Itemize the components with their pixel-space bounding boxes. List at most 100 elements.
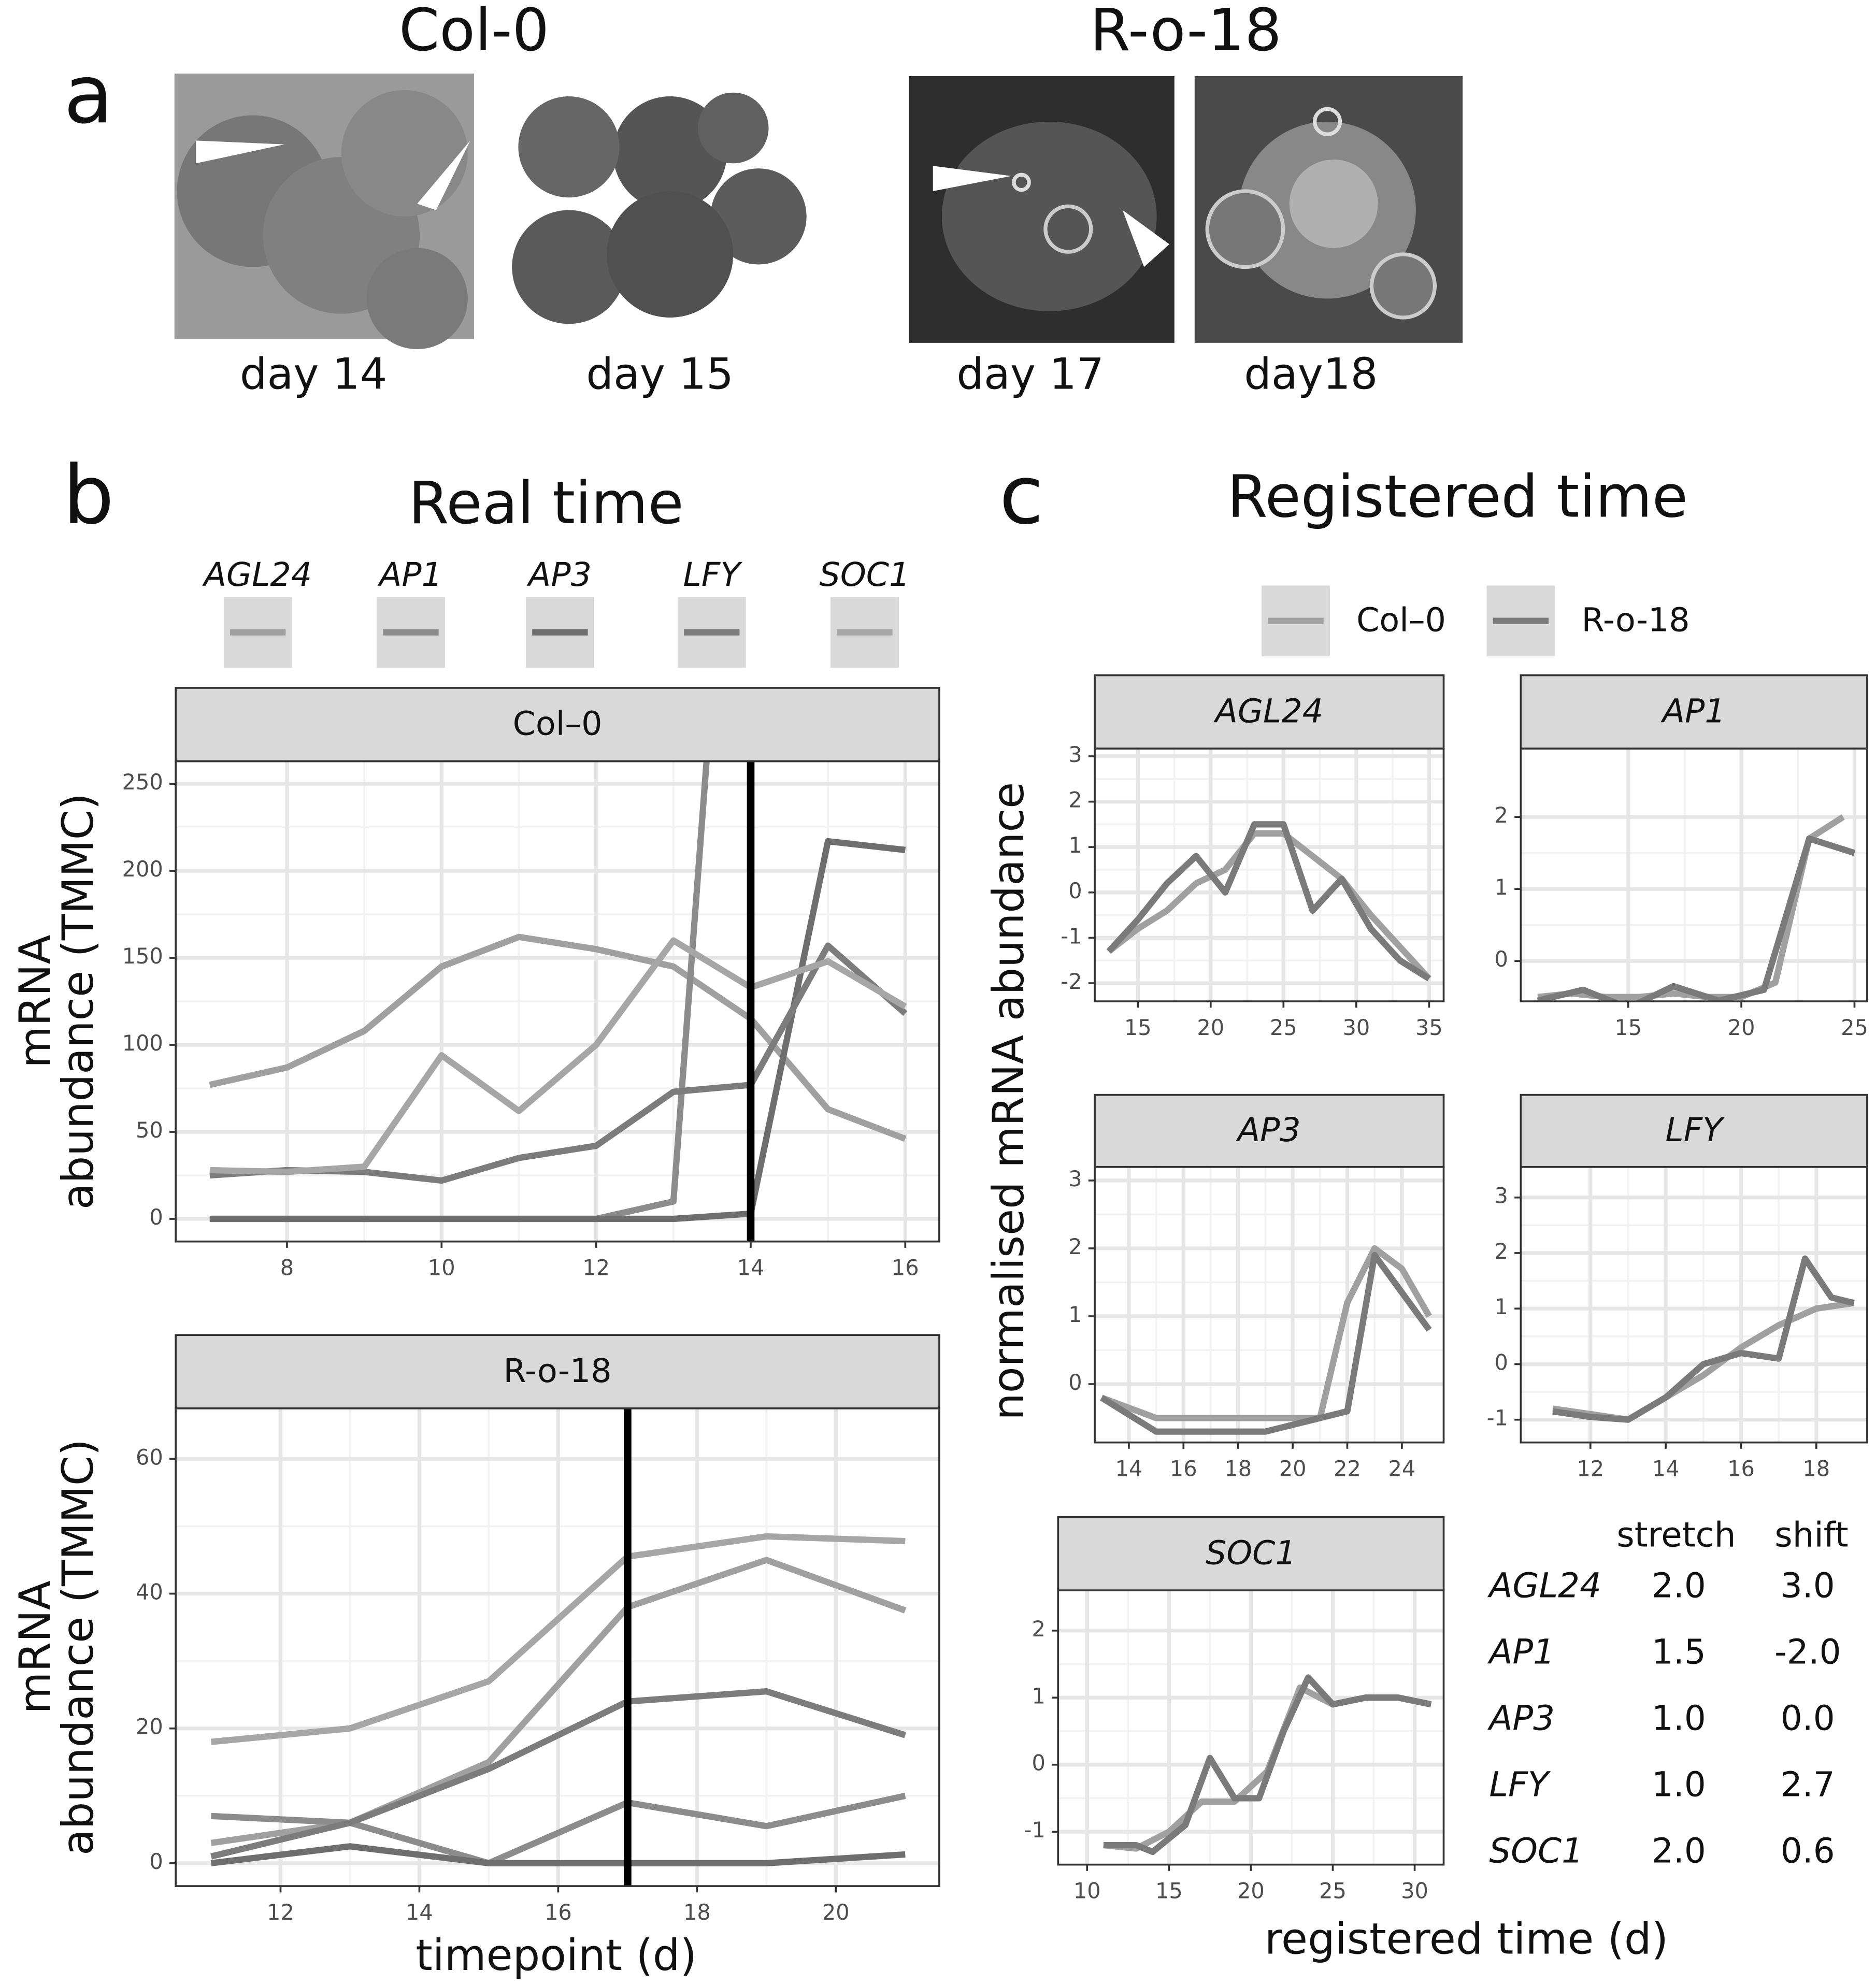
table: AGL24 2.0 3.0 AP1 1.5 -2.0 AP3 1.0 0.0 LFY 1.0 2.7 S… xyxy=(1487,1565,1841,1871)
series-line xyxy=(210,1533,906,1745)
y-tick-label: 150 xyxy=(122,943,163,969)
table-cell: LFY xyxy=(1489,1765,1551,1805)
series-line xyxy=(1103,1674,1432,1855)
series-line xyxy=(1107,830,1431,981)
y-tick-label: 2 xyxy=(1495,1239,1508,1264)
table-cell: 1.0 xyxy=(1652,1699,1706,1738)
x-tick-label: 20 xyxy=(822,1900,850,1925)
photo xyxy=(1194,76,1463,343)
panel-title: Registered time xyxy=(1227,464,1688,531)
facet-title: LFY xyxy=(1665,1111,1725,1149)
plot-background xyxy=(1521,1167,1867,1443)
y-tick-label: 1 xyxy=(1032,1683,1046,1708)
y-tick-label: 40 xyxy=(136,1579,163,1605)
panel-title: Real time xyxy=(408,470,683,537)
x-tick-label: 16 xyxy=(892,1255,919,1280)
y-tick-label: -1 xyxy=(1061,923,1082,948)
x-tick-label: 20 xyxy=(1237,1878,1265,1903)
photo xyxy=(512,92,807,324)
series-line xyxy=(210,1688,907,1860)
series-line xyxy=(1537,835,1856,1002)
y-tick-label: 20 xyxy=(136,1714,163,1739)
facet-title: R-o-18 xyxy=(503,1351,611,1390)
y-tick-label: 0 xyxy=(1495,946,1508,972)
x-tick-label: 20 xyxy=(1728,1015,1755,1040)
x-tick-label: 20 xyxy=(1197,1015,1224,1040)
table-cell: SOC1 xyxy=(1489,1831,1583,1871)
table-cell: -2.0 xyxy=(1774,1632,1841,1672)
photo xyxy=(174,74,475,350)
series-line xyxy=(211,1792,906,1866)
y-axis-label: mRNA xyxy=(10,934,60,1068)
x-tick-label: 15 xyxy=(1124,1015,1152,1040)
strip xyxy=(1094,674,1445,750)
y-tick-label: -1 xyxy=(1024,1817,1046,1843)
x-tick-label: 14 xyxy=(406,1900,433,1925)
y-tick-label: 0 xyxy=(1495,1349,1508,1375)
y-tick-label: 2 xyxy=(1032,1616,1046,1642)
series-line xyxy=(210,1843,906,1866)
x-tick-label: 10 xyxy=(428,1255,455,1280)
x-tick-label: 12 xyxy=(1577,1456,1604,1481)
legend-label: AGL24 xyxy=(202,555,312,594)
x-tick-label: 25 xyxy=(1270,1015,1297,1040)
plot-background xyxy=(1095,1167,1444,1443)
x-tick-label: 20 xyxy=(1279,1456,1307,1481)
legend-label: AP3 xyxy=(526,555,592,594)
series-line xyxy=(209,937,907,1175)
y-tick-label: 200 xyxy=(122,856,163,882)
y-axis-label: abundance (TMMC) xyxy=(53,793,103,1210)
x-tick-label: 25 xyxy=(1319,1878,1347,1903)
strain-label: Col-0 xyxy=(399,0,549,64)
day-label: day18 xyxy=(1244,349,1378,399)
facet-title: AP3 xyxy=(1236,1111,1301,1149)
legend-label: R-o-18 xyxy=(1581,601,1689,639)
series-line xyxy=(1100,1252,1432,1435)
facet-title: Col–0 xyxy=(513,704,603,743)
x-tick-label: 18 xyxy=(683,1900,711,1925)
table-cell: 3.0 xyxy=(1781,1565,1835,1605)
day-label: day 14 xyxy=(240,349,388,399)
table-header: stretch xyxy=(1616,1515,1736,1555)
y-tick-label: 0 xyxy=(1032,1750,1046,1776)
table-cell: 1.0 xyxy=(1652,1765,1706,1805)
y-tick-label: 0 xyxy=(1068,878,1082,903)
table-cell: 0.6 xyxy=(1781,1831,1835,1871)
series-line xyxy=(209,933,907,1142)
y-tick-label: 50 xyxy=(136,1117,163,1143)
x-tick-label: 30 xyxy=(1342,1015,1370,1040)
y-tick-label: 3 xyxy=(1068,1166,1082,1191)
series-line xyxy=(1552,1255,1855,1423)
x-axis-label: timepoint (d) xyxy=(416,1930,697,1980)
y-tick-label: 60 xyxy=(136,1444,163,1470)
x-tick-label: 30 xyxy=(1401,1878,1428,1903)
series-line xyxy=(1106,821,1431,982)
legend-label: AP1 xyxy=(377,555,442,594)
plot-background xyxy=(1521,749,1867,1002)
facet-title: SOC1 xyxy=(1206,1533,1296,1572)
x-tick-label: 18 xyxy=(1802,1456,1830,1481)
strip xyxy=(1520,1094,1868,1168)
x-tick-label: 16 xyxy=(1727,1456,1755,1481)
legend-label: SOC1 xyxy=(820,555,910,594)
y-tick-label: 1 xyxy=(1068,832,1082,858)
x-tick-label: 25 xyxy=(1841,1015,1868,1040)
plot-background xyxy=(1095,749,1444,1002)
y-tick-label: 3 xyxy=(1068,742,1082,767)
y-tick-label: 250 xyxy=(122,769,163,795)
table-cell: AP3 xyxy=(1487,1699,1555,1738)
y-axis-label: normalised mRNA abundance xyxy=(983,782,1034,1420)
x-axis-label: registered time (d) xyxy=(1265,1914,1668,1964)
strip xyxy=(175,1334,940,1409)
table-header: shift xyxy=(1774,1515,1848,1555)
x-tick-label: 10 xyxy=(1073,1878,1101,1903)
table-cell: 1.5 xyxy=(1652,1632,1706,1672)
table-cell: 2.7 xyxy=(1781,1765,1835,1805)
strain-label: R-o-18 xyxy=(1090,0,1282,64)
x-tick-label: 24 xyxy=(1388,1456,1415,1481)
facet-title: AP1 xyxy=(1660,692,1726,730)
table-cell: 2.0 xyxy=(1652,1565,1706,1605)
panel-letter: b xyxy=(63,448,114,542)
x-tick-label: 15 xyxy=(1155,1878,1183,1903)
